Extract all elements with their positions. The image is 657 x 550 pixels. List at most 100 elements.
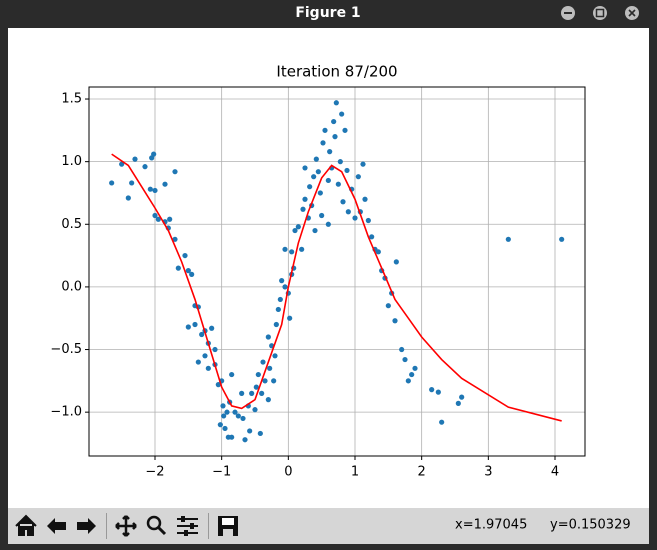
scatter-point (412, 365, 418, 371)
scatter-point (311, 174, 317, 180)
pan-button[interactable] (115, 515, 137, 537)
scatter-point (273, 321, 279, 328)
scatter-point (129, 180, 135, 186)
scatter-point (152, 212, 158, 219)
scatter-point (325, 177, 331, 184)
scatter-point (142, 164, 148, 170)
scatter-point (259, 390, 265, 396)
scatter-point (322, 127, 328, 133)
fit-line (111, 153, 562, 422)
maximize-button[interactable] (593, 6, 607, 20)
scatter-point (260, 359, 266, 365)
scatter-point (212, 346, 218, 353)
scatter-point (239, 390, 245, 396)
configure-button[interactable] (177, 516, 198, 536)
scatter-point (312, 227, 318, 234)
scatter-point (295, 224, 301, 230)
scatter-point (300, 206, 306, 212)
scatter-point (375, 249, 381, 255)
scatter-point (342, 127, 348, 133)
scatter-point (340, 199, 346, 205)
separator (106, 513, 107, 539)
scatter-point (267, 365, 273, 371)
minimize-button[interactable] (561, 6, 575, 20)
scatter-point (175, 265, 181, 271)
scatter-point (339, 111, 345, 117)
scatter-point (275, 306, 281, 313)
scatter-point (155, 216, 161, 222)
scatter-point (224, 409, 230, 415)
scatter-point (317, 190, 323, 196)
scatter-point (344, 167, 350, 174)
scatter-point (119, 161, 125, 167)
x-tick-label: −1 (212, 465, 231, 480)
scatter-point (409, 371, 415, 378)
scatter-point (355, 174, 361, 180)
scatter-point (182, 252, 188, 259)
save-button[interactable] (218, 516, 238, 536)
scatter-point (217, 422, 223, 428)
scatter-point (399, 346, 405, 353)
scatter-point (325, 221, 331, 227)
scatter-point (277, 296, 283, 303)
scatter-point (252, 407, 258, 413)
chart-title: Iteration 87/200 (276, 63, 397, 81)
scatter-point (439, 419, 445, 425)
scatter-point (393, 259, 399, 265)
scatter-point (333, 100, 339, 106)
scatter-point (202, 353, 208, 359)
scatter-point (232, 409, 238, 415)
scatter-point (313, 156, 319, 162)
scatter-point (221, 413, 227, 419)
scatter-point (505, 236, 511, 242)
scatter-point (199, 331, 205, 338)
x-tick-label: −2 (145, 465, 164, 480)
y-tick-label: −0.5 (50, 342, 82, 357)
x-tick-label: 0 (284, 465, 292, 480)
scatter-point (132, 156, 138, 162)
scatter-point (152, 187, 158, 194)
scatter-point (287, 315, 293, 321)
window-title: Figure 1 (295, 5, 360, 21)
forward-button[interactable] (77, 518, 96, 534)
scatter-point (455, 400, 461, 406)
zoom-button[interactable] (146, 515, 167, 536)
scatter-point (459, 394, 465, 400)
home-button[interactable] (15, 514, 37, 536)
toolbar (8, 508, 649, 544)
x-tick-label: 2 (418, 465, 426, 480)
y-tick-label: 0.0 (61, 279, 82, 294)
scatter-point (282, 284, 288, 290)
scatter-point (222, 425, 228, 432)
scatter-point (302, 196, 308, 202)
scatter-point (337, 159, 343, 165)
scatter-point (125, 195, 131, 201)
scatter-point (162, 181, 168, 187)
scatter-point (315, 169, 321, 175)
scatter-point (352, 215, 358, 221)
scatter-point (335, 181, 341, 187)
scatter-point (362, 196, 368, 202)
scatter-point (279, 278, 285, 284)
scatter-point (172, 169, 178, 175)
scatter-point (253, 384, 259, 390)
scatter-point (405, 378, 411, 384)
scatter-point (365, 217, 371, 224)
scatter-point (257, 430, 263, 437)
scatter-point (147, 186, 153, 192)
axes: Iteration 87/200 −2 −1 0 1 2 3 4 −1.0 −0.5 0.0 0.5… (50, 63, 586, 480)
back-button[interactable] (47, 518, 66, 534)
scatter-point (307, 184, 313, 190)
y-tick-label: 1.5 (61, 92, 82, 107)
scatter-point (332, 134, 338, 140)
close-button[interactable] (625, 6, 639, 20)
scatter-point (402, 356, 408, 363)
scatter-point (289, 249, 295, 255)
scatter-point (299, 246, 305, 252)
scatter-point (272, 353, 278, 359)
scatter-point (229, 434, 235, 440)
scatter-point (192, 321, 198, 328)
scatter-point (271, 378, 277, 384)
x-tick-label: 3 (484, 465, 492, 480)
